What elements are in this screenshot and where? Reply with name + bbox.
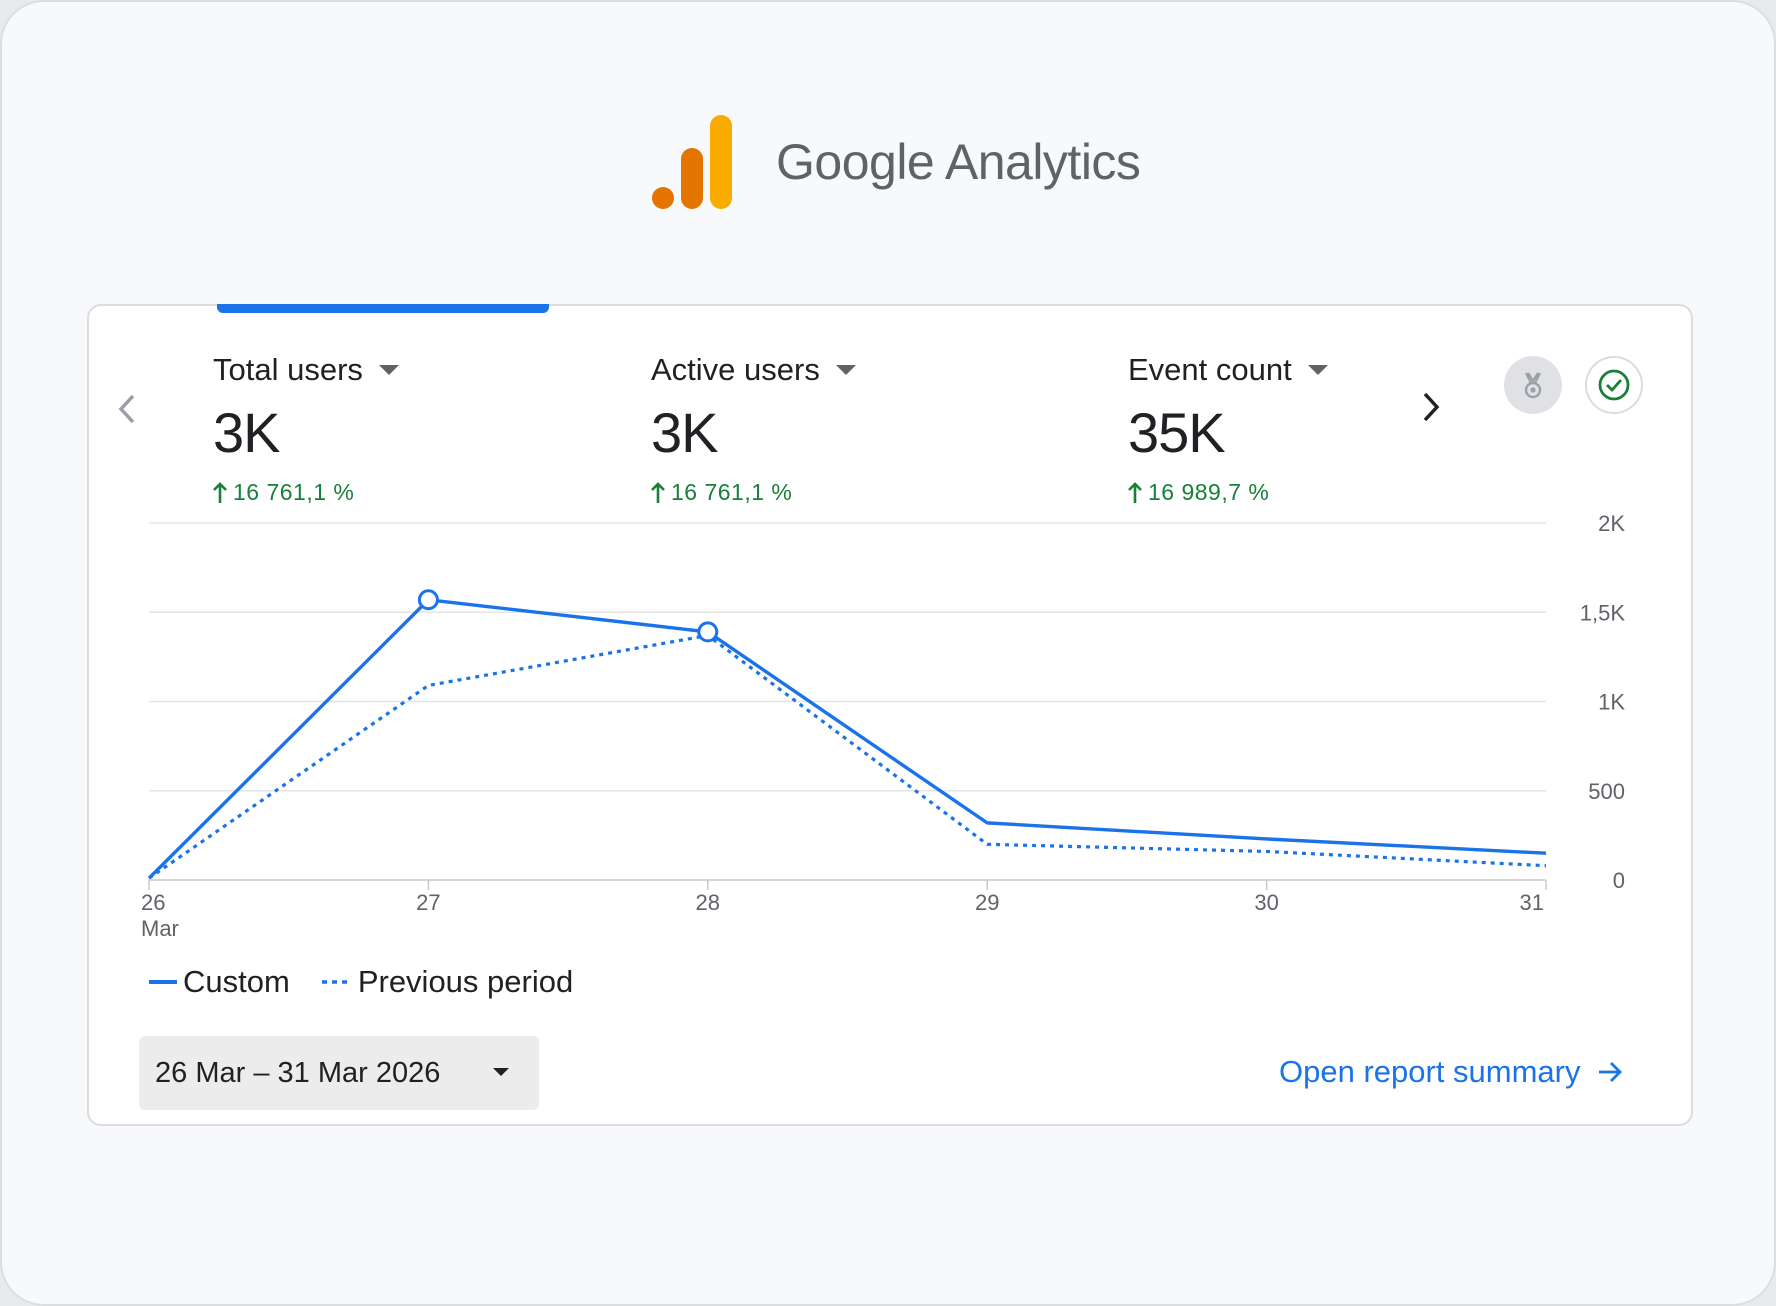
arrow-up-icon [651, 481, 665, 503]
y-tick-label: 500 [1588, 779, 1625, 804]
x-tick-label: 28 [696, 890, 720, 915]
y-tick-label: 1,5K [1580, 600, 1626, 625]
metric-change: 16 761,1 % [213, 479, 399, 506]
legend-label: Previous period [357, 964, 574, 999]
google-analytics-logo [652, 113, 734, 211]
y-tick-label: 1K [1598, 690, 1625, 715]
dropdown-caret-icon [378, 365, 399, 375]
series-line-custom [147, 598, 1547, 880]
metric-change-value: 16 761,1 % [671, 479, 793, 505]
metric-change: 16 989,7 % [1128, 479, 1328, 506]
brand-name: Google Analytics [776, 134, 1141, 190]
line-chart: 0 500 1K 1,5K 2K 26 27 28 29 30 31 Mar [141, 511, 1626, 941]
metric-label: Active users [651, 352, 820, 387]
data-quality-button[interactable] [1585, 356, 1643, 414]
active-tab-indicator [217, 304, 549, 313]
insights-button[interactable] [1504, 356, 1562, 414]
x-tick-label: 26 [141, 890, 165, 915]
metric-change-value: 16 989,7 % [1148, 479, 1270, 505]
previous-metrics-button[interactable] [107, 382, 147, 436]
metric-value: 3K [651, 401, 718, 464]
legend-swatch-solid [149, 980, 177, 984]
legend-item-previous-period: Previous period [321, 964, 574, 1000]
metric-label: Total users [213, 352, 363, 387]
metric-selector-total-users[interactable]: Total users [213, 352, 399, 388]
metric-event-count: Event count 35K 16 989,7 % [1128, 352, 1328, 506]
data-point-marker [417, 589, 439, 611]
legend-swatch-dotted [321, 980, 352, 984]
legend-item-custom: Custom [149, 964, 290, 1000]
brand-header: Google Analytics [652, 112, 1141, 212]
metric-value: 35K [1128, 401, 1226, 464]
chevron-left-icon [118, 394, 135, 424]
arrow-up-icon [1128, 481, 1142, 503]
y-tick-label: 0 [1613, 868, 1625, 893]
x-tick-sublabel: Mar [141, 916, 179, 941]
metric-change: 16 761,1 % [651, 479, 856, 506]
x-tick-label: 27 [416, 890, 440, 915]
dropdown-caret-icon [493, 1068, 509, 1076]
metric-active-users: Active users 3K 16 761,1 % [651, 352, 856, 506]
legend-label: Custom [183, 964, 290, 999]
arrow-up-icon [213, 481, 227, 503]
series-line-previous-period [148, 633, 1547, 880]
metric-value: 3K [213, 401, 280, 464]
x-tick-label: 29 [975, 890, 999, 915]
report-link-label: Open report summary [1279, 1054, 1581, 1089]
dropdown-caret-icon [835, 365, 856, 375]
next-metrics-button[interactable] [1409, 380, 1453, 434]
dropdown-caret-icon [1307, 365, 1328, 375]
check-circle-icon [1598, 369, 1630, 401]
x-tick-label: 31 [1520, 890, 1544, 915]
y-tick-label: 2K [1598, 511, 1625, 536]
report-card: Total users 3K 16 761,1 % Active users 3… [87, 304, 1693, 1126]
arrow-right-icon [1598, 1062, 1622, 1082]
metric-change-value: 16 761,1 % [233, 479, 355, 505]
metric-label: Event count [1128, 352, 1292, 387]
date-range-selector[interactable]: 26 Mar – 31 Mar 2026 [139, 1036, 539, 1110]
metric-selector-active-users[interactable]: Active users [651, 352, 856, 388]
x-tick-label: 30 [1254, 890, 1278, 915]
metric-selector-event-count[interactable]: Event count [1128, 352, 1328, 388]
chevron-right-icon [1423, 392, 1440, 422]
metric-total-users: Total users 3K 16 761,1 % [213, 352, 399, 506]
medal-icon [1524, 372, 1542, 399]
chart-legend: Custom Previous period [149, 964, 605, 1000]
data-point-marker [697, 621, 719, 643]
date-range-label: 26 Mar – 31 Mar 2026 [155, 1056, 441, 1089]
open-report-summary-link[interactable]: Open report summary [1279, 1054, 1623, 1090]
